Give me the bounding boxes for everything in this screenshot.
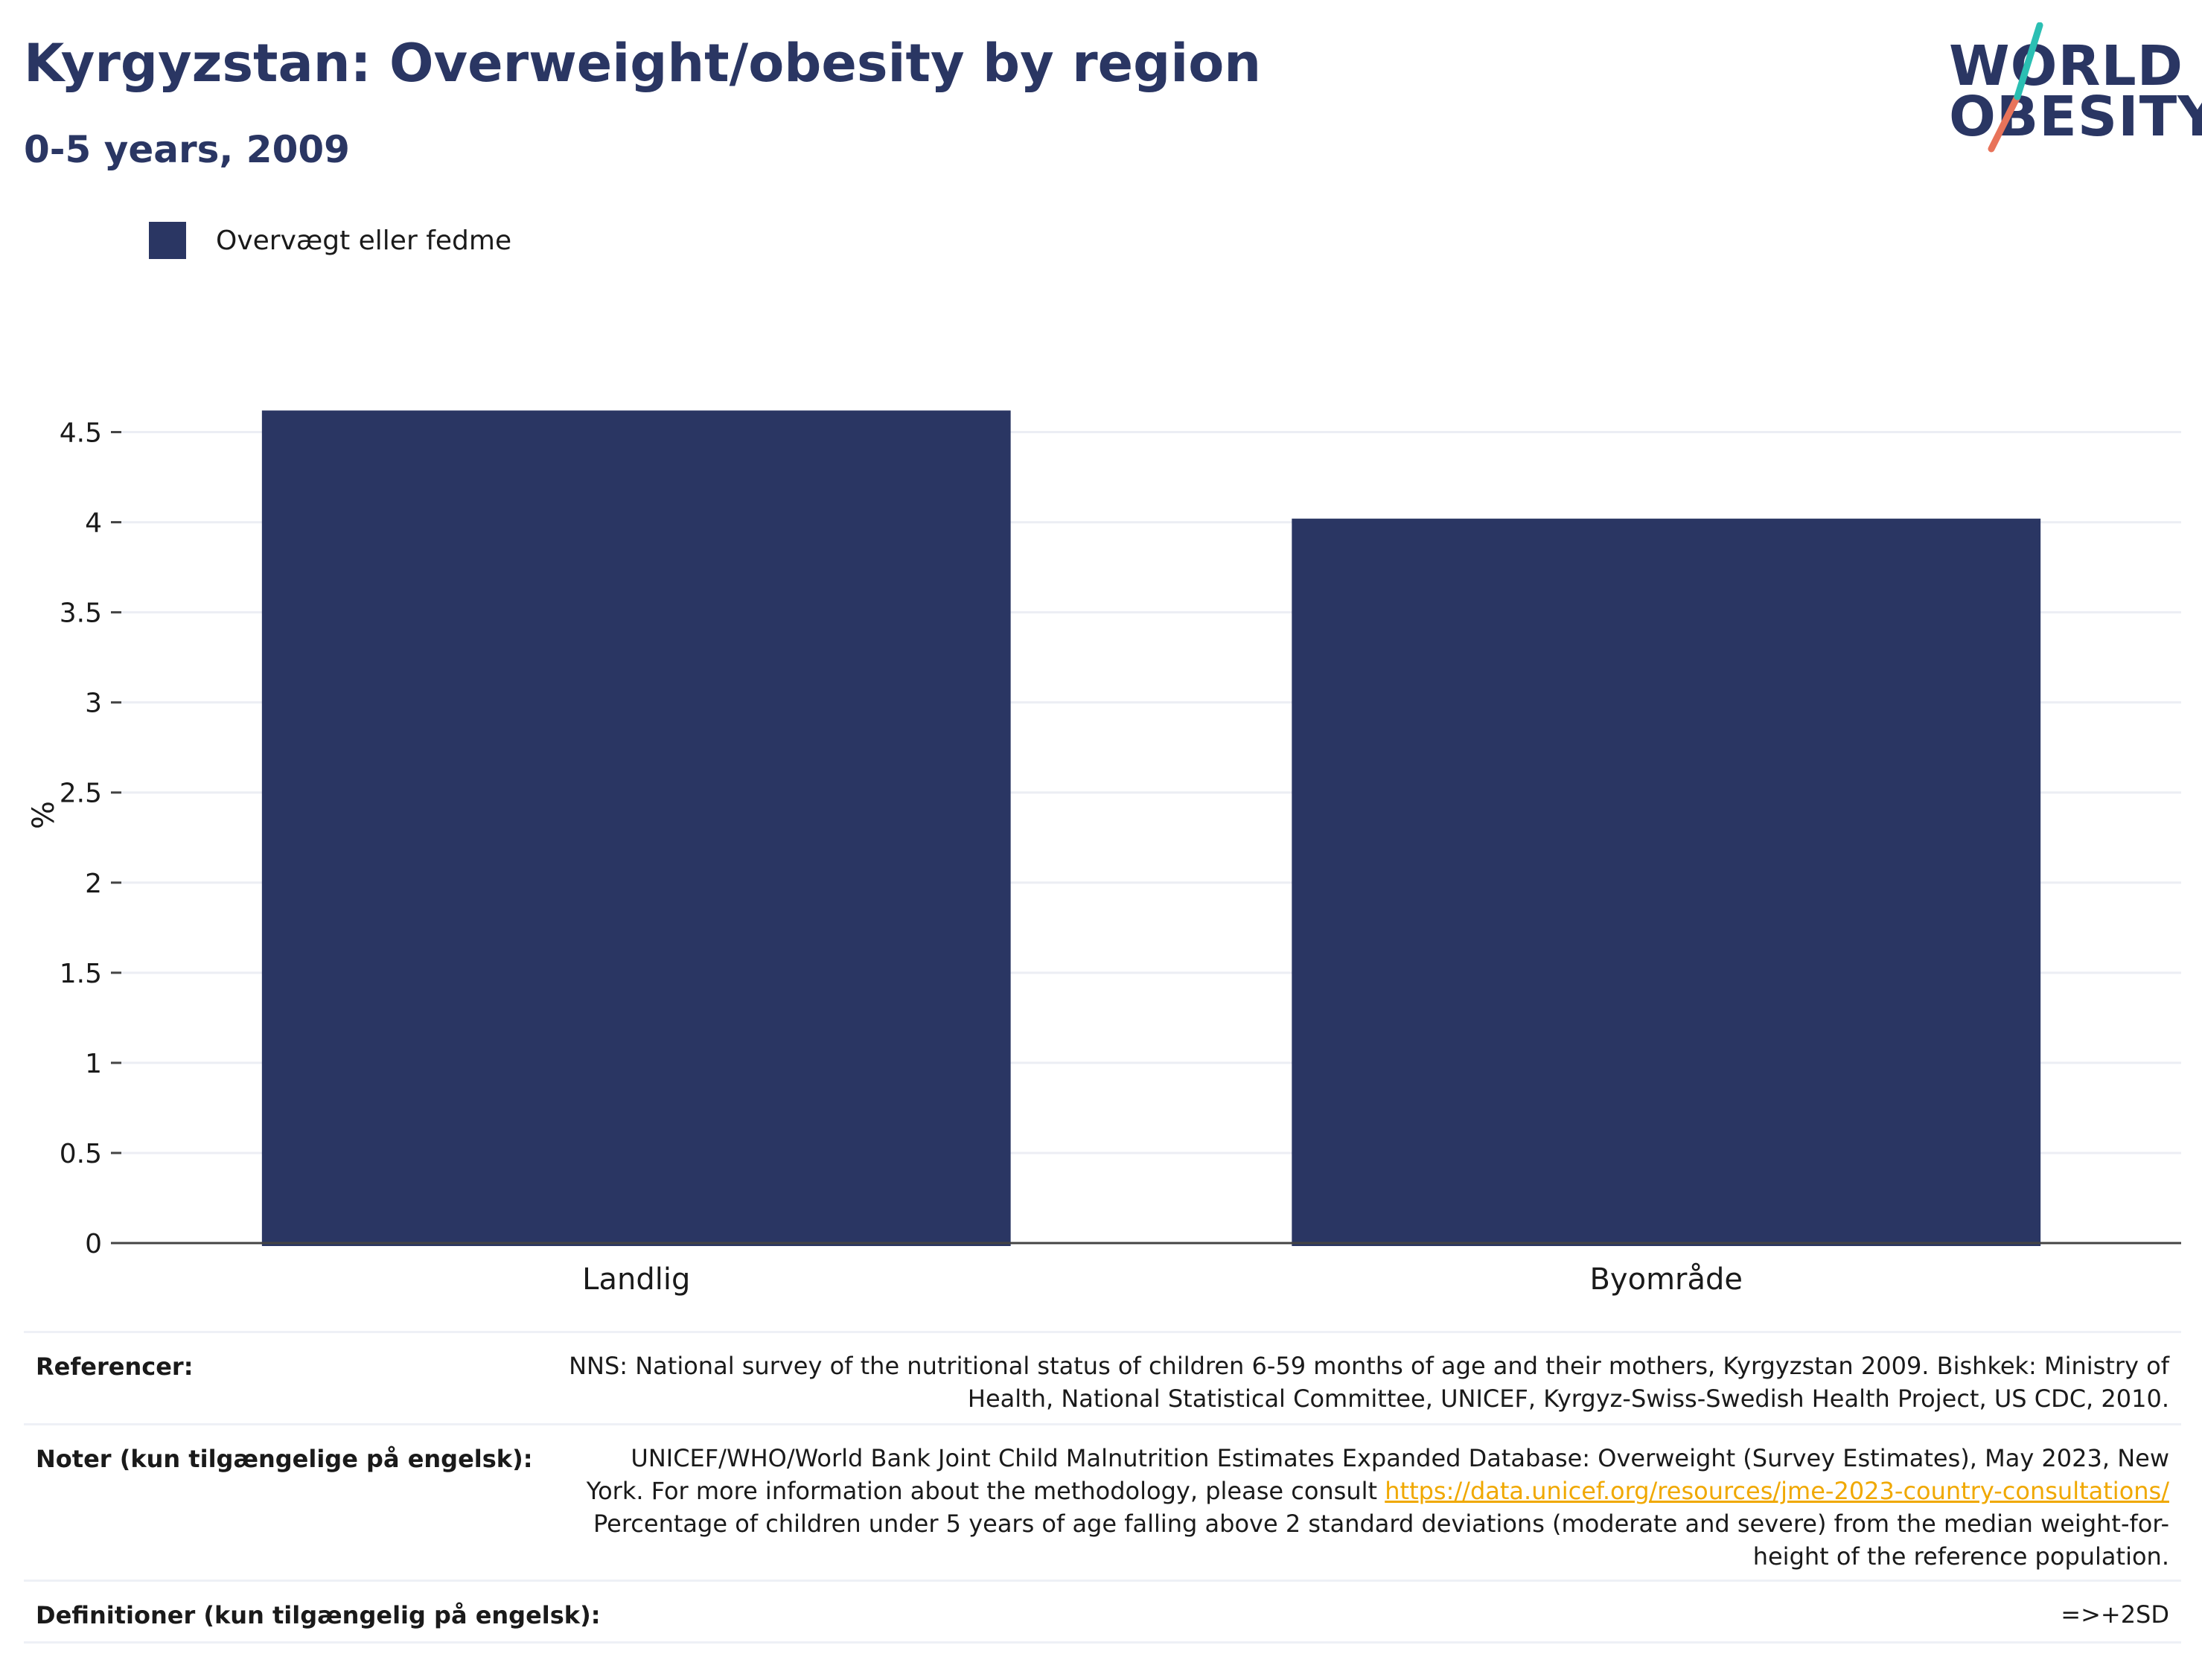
notes-row: Noter (kun tilgængelige på engelsk): UNI… xyxy=(24,1423,2181,1580)
y-tick-label: 3.5 xyxy=(60,598,102,629)
notes-line-1: UNICEF/WHO/World Bank Joint Child Malnut… xyxy=(631,1444,2169,1472)
x-tick-label: Byområde xyxy=(1589,1262,1743,1297)
methodology-link[interactable]: https://data.unicef.org/resources/jme-20… xyxy=(1385,1477,2169,1505)
notes-line-2: York. For more information about the met… xyxy=(587,1475,2169,1507)
legend-label: Overvægt eller fedme xyxy=(216,225,512,256)
y-axis-ticks: 0 0.5 1 1.5 2 2.5 3 3.5 4 4.5 xyxy=(60,418,121,1259)
table-bottom-border xyxy=(24,1641,2181,1644)
definitions-row: Definitioner (kun tilgængelig på engelsk… xyxy=(24,1580,2181,1643)
y-tick-label: 4.5 xyxy=(60,418,102,449)
y-tick-label: 2 xyxy=(85,869,102,899)
y-tick-label: 1 xyxy=(85,1049,102,1079)
y-tick-label: 1.5 xyxy=(60,959,102,989)
notes-line-3: Percentage of children under 5 years of … xyxy=(593,1510,2169,1538)
bar-1 xyxy=(261,410,1011,1247)
legend-swatch xyxy=(149,222,186,259)
logo-line-1: WORLD xyxy=(1949,34,2184,98)
y-tick-label: 0.5 xyxy=(60,1139,102,1169)
definitions-label: Definitioner (kun tilgængelig på engelsk… xyxy=(36,1601,601,1629)
bar-2 xyxy=(1292,518,2041,1246)
y-axis-label: % xyxy=(27,801,61,829)
y-tick-label: 4 xyxy=(85,508,102,539)
x-tick-label: Landlig xyxy=(582,1262,690,1297)
notes-line-4: height of the reference population. xyxy=(1752,1542,2169,1571)
y-tick-label: 0 xyxy=(85,1229,102,1259)
y-tick-label: 3 xyxy=(85,689,102,719)
references-row: Referencer: NNS: National survey of the … xyxy=(24,1331,2181,1424)
chart-subtitle: 0-5 years, 2009 xyxy=(24,128,350,171)
references-line-2: Health, National Statistical Committee, … xyxy=(967,1384,2169,1413)
notes-value: UNICEF/WHO/World Bank Joint Child Malnut… xyxy=(587,1442,2169,1573)
x-axis-labels: Landlig Byområde xyxy=(582,1262,1743,1297)
bar-chart: 0 0.5 1 1.5 2 2.5 3 3.5 4 4.5 Landlig Byområde % xyxy=(27,410,2181,1297)
notes-label: Noter (kun tilgængelige på engelsk): xyxy=(36,1445,533,1473)
logo-line-2: OBESITY xyxy=(1949,85,2202,149)
chart-legend[interactable]: Overvægt eller fedme xyxy=(149,222,511,259)
chart-title: Kyrgyzstan: Overweight/obesity by region xyxy=(24,33,1262,94)
definitions-value: =>+2SD xyxy=(2061,1600,2169,1629)
references-value: NNS: National survey of the nutritional … xyxy=(569,1350,2169,1415)
y-tick-label: 2.5 xyxy=(60,779,102,809)
world-obesity-logo[interactable]: WORLD OBESITY xyxy=(1935,22,2202,156)
references-label: Referencer: xyxy=(36,1352,194,1381)
logo-slash-icon xyxy=(1988,22,2043,153)
notes-line-2-text: York. For more information about the met… xyxy=(586,1477,1385,1505)
references-line-1: NNS: National survey of the nutritional … xyxy=(569,1352,2169,1380)
bars xyxy=(261,410,2041,1247)
